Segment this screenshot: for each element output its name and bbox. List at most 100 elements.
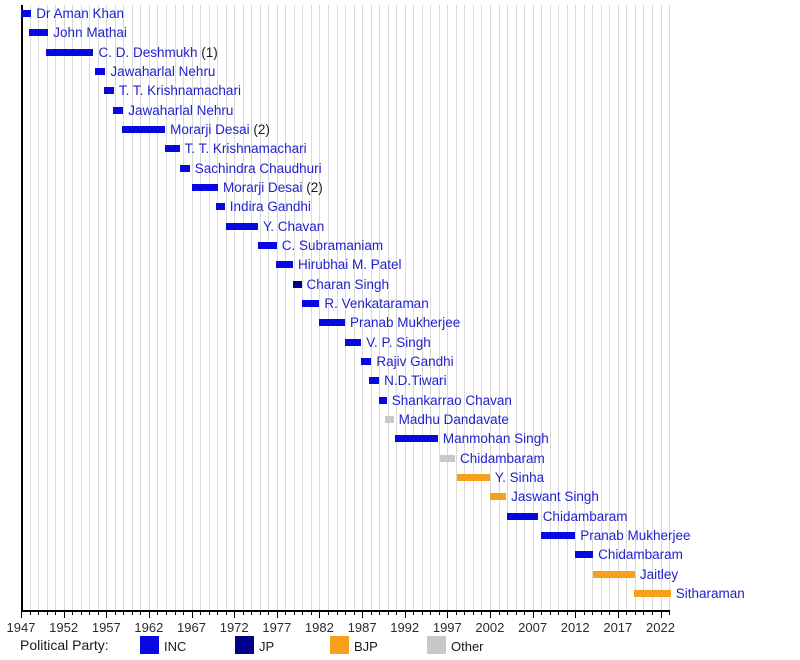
year-gridline [29, 5, 31, 610]
minor-tick [302, 611, 304, 615]
minister-name-label: C. D. Deshmukh (1) [99, 44, 218, 60]
minor-tick [626, 611, 628, 615]
year-gridline [140, 5, 142, 610]
minor-tick [200, 611, 202, 615]
year-gridline [532, 5, 534, 610]
minor-tick [55, 611, 57, 615]
minister-name: Charan Singh [306, 276, 390, 292]
term-number-suffix: (2) [249, 122, 270, 137]
year-gridline [558, 5, 560, 610]
year-gridline [302, 5, 304, 610]
minister-name-label: Jaitley [640, 567, 678, 582]
minister-name-label: Hirubhai M. Patel [298, 258, 402, 272]
minister-name-label: Jawaharlal Nehru [110, 65, 215, 79]
tenure-bar [45, 48, 94, 56]
minor-tick [507, 611, 508, 615]
minister-name-label: Y. Chavan [263, 219, 324, 234]
minister-name-label: Chidambaram [598, 548, 683, 562]
x-tick-label: 1977 [262, 620, 292, 635]
year-gridline [174, 5, 176, 610]
minister-name: Indira Gandhi [229, 199, 311, 215]
minister-name: Hirubhai M. Patel [298, 257, 402, 273]
tenure-bar [121, 126, 166, 133]
minor-tick [396, 611, 398, 615]
minor-tick [353, 611, 355, 615]
minor-tick [293, 611, 295, 615]
minor-tick [472, 611, 474, 615]
x-tick-label: 1997 [432, 620, 462, 635]
minister-name-label: T. T. Krishnamachari [185, 142, 307, 156]
minor-tick [421, 611, 423, 615]
major-tick [276, 611, 278, 618]
minister-name: T. T. Krishnamachari [184, 141, 307, 157]
year-gridline [165, 5, 167, 610]
year-gridline [379, 5, 381, 610]
year-gridline [660, 5, 662, 610]
term-number-suffix: (1) [197, 44, 218, 60]
minister-name: Chidambaram [598, 547, 683, 563]
minister-name-label: Manmohan Singh [443, 432, 549, 446]
year-gridline [80, 5, 82, 610]
minister-name: Rajiv Gandhi [376, 354, 454, 369]
minor-tick [498, 611, 500, 615]
major-tick [191, 611, 193, 618]
year-gridline [634, 5, 636, 610]
year-gridline [438, 5, 440, 610]
minister-name-label: Madhu Dandavate [399, 413, 509, 427]
minor-tick [259, 611, 261, 615]
tenure-bar [575, 551, 594, 559]
minor-tick [566, 611, 568, 615]
tenure-bar [113, 106, 124, 114]
major-tick [63, 611, 65, 618]
minister-name-label: Sitharaman [676, 587, 745, 601]
minister-name-label: Shankarrao Chavan [392, 393, 512, 408]
minor-tick [38, 611, 40, 615]
tenure-bar [225, 222, 258, 230]
year-gridline [404, 5, 406, 610]
minister-name-label: Chidambaram [543, 509, 628, 524]
year-gridline [464, 5, 466, 610]
year-gridline [481, 5, 483, 610]
tenure-bar [395, 435, 438, 443]
minor-tick [669, 611, 670, 615]
x-tick-label: 2002 [475, 620, 505, 635]
minor-tick [183, 611, 184, 615]
x-axis-line [21, 610, 670, 612]
tenure-bar [258, 242, 277, 249]
year-gridline [200, 5, 202, 610]
minor-tick [310, 611, 312, 615]
tenure-bar [21, 10, 32, 17]
year-gridline [592, 5, 594, 610]
year-gridline [566, 5, 568, 610]
year-gridline [55, 5, 57, 610]
tenure-bar [507, 512, 538, 520]
minister-name-label: Chidambaram [460, 450, 545, 466]
minor-tick [114, 611, 116, 615]
tenure-bar [293, 280, 302, 288]
year-gridline [225, 5, 227, 610]
minister-name: T. T. Krishnamachari [118, 83, 241, 99]
minor-tick [481, 611, 483, 615]
year-gridline [114, 5, 116, 610]
minister-name: Chidambaram [460, 450, 545, 466]
tenure-bar [216, 203, 225, 211]
minor-tick [157, 611, 159, 615]
major-tick [404, 611, 406, 618]
year-gridline [387, 5, 389, 610]
x-tick-label: 1992 [390, 620, 420, 635]
minister-name-label: Y. Sinha [495, 471, 544, 485]
year-gridline [285, 5, 287, 610]
minister-name-label: Jawaharlal Nehru [128, 103, 233, 118]
legend-swatch-other [427, 636, 446, 654]
minor-tick [515, 611, 517, 615]
major-tick [447, 611, 449, 618]
year-gridline [38, 5, 40, 610]
legend-swatch-jp [235, 636, 254, 654]
year-gridline [336, 5, 338, 610]
x-tick-label: 1987 [347, 620, 377, 635]
major-tick [234, 611, 236, 618]
major-tick [148, 611, 150, 618]
minister-name: N.D.Tiwari [384, 373, 447, 389]
minister-name-label: John Mathai [53, 26, 127, 40]
minor-tick [387, 611, 389, 615]
